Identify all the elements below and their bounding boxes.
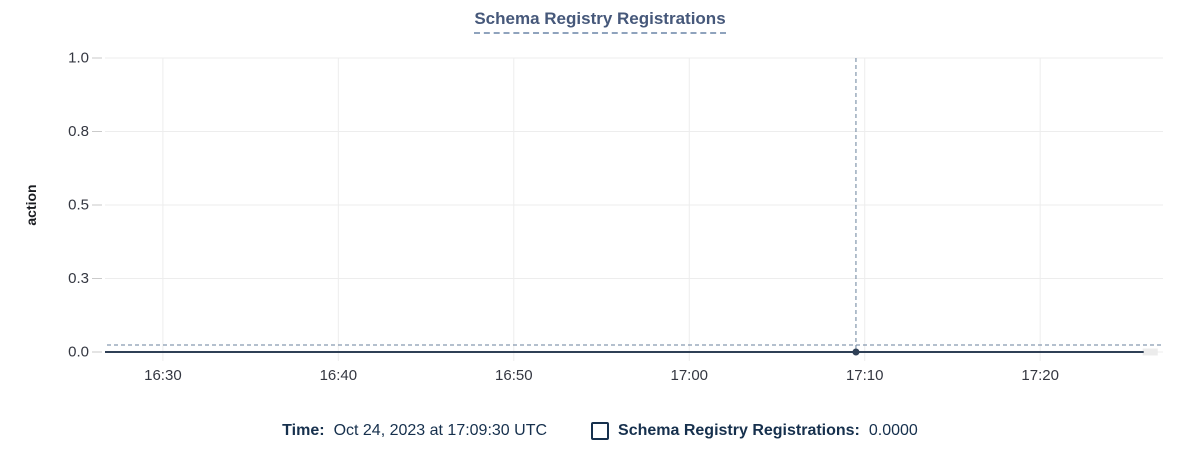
partial-bucket-marker <box>1142 348 1158 356</box>
y-axis-tick-label: 1.0 <box>68 50 89 67</box>
x-axis-tick-label: 16:30 <box>144 367 182 384</box>
tooltip-time-value: Oct 24, 2023 at 17:09:30 UTC <box>333 422 548 439</box>
y-axis-title: action <box>23 184 39 225</box>
legend-item-schema-registry[interactable]: Schema Registry Registrations: 0.0000 <box>591 420 918 442</box>
tooltip-time-label: Time: <box>282 422 325 439</box>
x-axis-tick-label: 16:50 <box>495 367 533 384</box>
x-axis-tick-label: 17:00 <box>670 367 708 384</box>
y-axis-tick-label: 0.3 <box>68 270 89 287</box>
y-axis-tick-label: 0.0 <box>68 344 89 361</box>
x-axis-tick-label: 16:40 <box>320 367 358 384</box>
x-axis-tick-label: 17:20 <box>1021 367 1059 384</box>
x-axis-tick-label: 17:10 <box>846 367 884 384</box>
hovered-point-marker <box>852 348 860 356</box>
legend-series-value: 0.0000 <box>868 422 918 439</box>
series-checkbox[interactable] <box>591 422 610 440</box>
chart-footer-tooltip: Time: Oct 24, 2023 at 17:09:30 UTC Schem… <box>0 420 1200 442</box>
chart-title[interactable]: Schema Registry Registrations <box>474 9 726 34</box>
y-axis-tick-label: 0.8 <box>68 123 89 140</box>
legend-series-label: Schema Registry Registrations: <box>618 422 860 439</box>
chart-title-row: Schema Registry Registrations <box>0 9 1200 34</box>
chart-plot-area[interactable]: 1.0 0.8 0.5 0.3 0.0 16:30 16:40 16:50 17:00 17:10… <box>0 0 1200 400</box>
y-axis-tick-label: 0.5 <box>68 197 89 214</box>
